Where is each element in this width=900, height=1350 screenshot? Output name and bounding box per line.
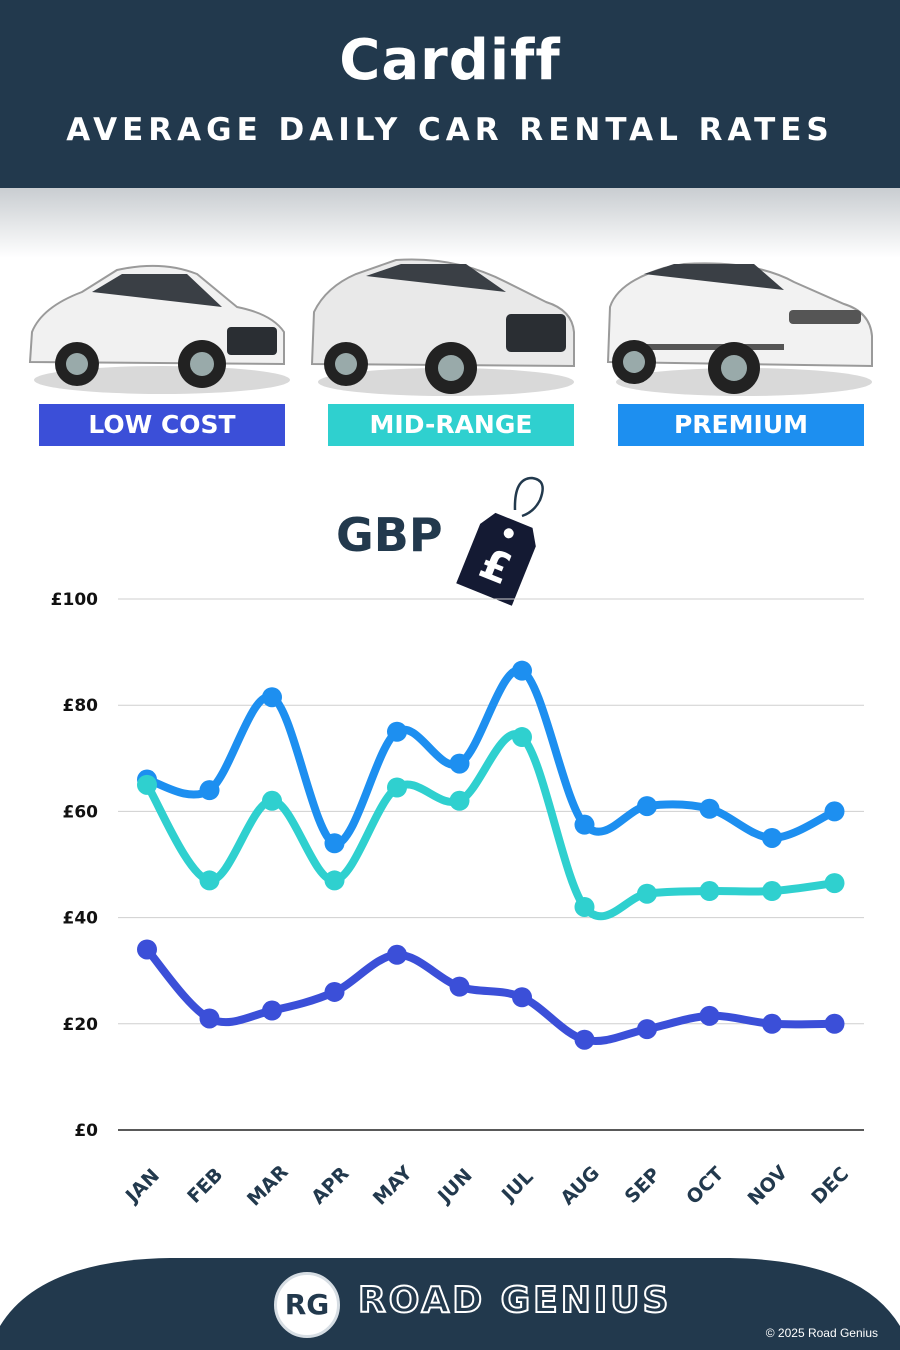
data-point — [137, 774, 157, 795]
data-point — [449, 976, 470, 997]
data-point — [699, 881, 720, 902]
y-axis-ticks: £0 £20 £40 £60 £80 £100 — [51, 590, 98, 1141]
city-title: Cardiff — [339, 28, 561, 93]
category-premium: PREMIUM — [618, 404, 864, 446]
data-point — [574, 1029, 595, 1050]
rental-rate-line-chart: £0 £20 £40 £60 £80 £100 JAN FEB MAR APR MAY JUN JUL… — [51, 590, 864, 1211]
luxury-suv-car-image — [606, 262, 873, 396]
x-axis-ticks: JAN FEB MAR APR MAY JUN JUL AUG SEP OCT NOV DEC — [120, 1161, 853, 1211]
series-line — [143, 730, 839, 921]
x-tick-label: MAY — [369, 1162, 417, 1210]
data-point — [762, 1013, 782, 1034]
data-point — [637, 1019, 657, 1040]
page-subtitle: AVERAGE DAILY CAR RENTAL RATES — [66, 112, 834, 148]
data-point — [387, 721, 407, 742]
data-point — [324, 870, 345, 891]
data-point — [574, 896, 595, 917]
data-point — [824, 801, 845, 822]
y-tick-label: £20 — [63, 1015, 99, 1035]
road-genius-logo: RG — [274, 1272, 340, 1338]
series-line — [143, 945, 839, 1045]
price-tag-icon: £ — [456, 476, 544, 606]
data-point — [512, 727, 532, 748]
y-tick-label: £80 — [63, 696, 99, 716]
x-tick-label: OCT — [682, 1163, 728, 1209]
hatchback-car-image — [28, 264, 290, 394]
x-tick-label: AUG — [557, 1162, 604, 1209]
data-point — [324, 981, 345, 1002]
x-tick-label: FEB — [183, 1164, 227, 1208]
series-premium — [137, 660, 845, 854]
chart-gridlines — [118, 598, 864, 1131]
series-mid-range — [137, 727, 845, 921]
brand-name: ROAD GENIUS — [357, 1279, 672, 1322]
footer-banner — [0, 1258, 900, 1350]
y-tick-label: £100 — [51, 590, 98, 610]
data-point — [199, 1008, 220, 1029]
x-tick-label: JUN — [432, 1164, 476, 1208]
data-point — [449, 753, 470, 774]
data-point — [762, 827, 782, 848]
data-point — [824, 873, 845, 894]
y-tick-label: £0 — [74, 1121, 98, 1141]
data-point — [512, 660, 532, 681]
data-point — [262, 1000, 282, 1021]
data-point — [199, 870, 220, 891]
data-point — [699, 798, 720, 819]
x-tick-label: JAN — [120, 1165, 164, 1209]
category-mid-range: MID-RANGE — [328, 404, 574, 446]
header-shadow — [0, 188, 900, 258]
data-point — [637, 796, 657, 817]
chart-series — [137, 660, 845, 1050]
data-point — [199, 780, 220, 801]
data-point — [512, 987, 532, 1008]
data-point — [449, 790, 470, 811]
currency-label: GBP — [336, 508, 443, 562]
data-point — [262, 790, 282, 811]
x-tick-label: SEP — [621, 1164, 665, 1208]
data-point — [699, 1005, 720, 1026]
x-tick-label: DEC — [807, 1163, 853, 1209]
x-tick-label: JUL — [496, 1166, 537, 1207]
data-point — [262, 687, 282, 708]
data-point — [762, 881, 782, 902]
data-point — [387, 777, 407, 798]
y-tick-label: £60 — [63, 802, 99, 822]
x-tick-label: APR — [307, 1162, 353, 1208]
copyright-text: © 2025 Road Genius — [765, 1326, 878, 1340]
data-point — [137, 939, 157, 960]
data-point — [824, 1013, 845, 1034]
data-point — [637, 883, 657, 904]
x-tick-label: MAR — [243, 1161, 293, 1211]
data-point — [574, 814, 595, 835]
y-tick-label: £40 — [63, 909, 99, 929]
header-banner: Cardiff AVERAGE DAILY CAR RENTAL RATES — [0, 0, 900, 188]
data-point — [387, 944, 407, 965]
category-low-cost: LOW COST — [39, 404, 285, 446]
data-point — [324, 833, 345, 854]
x-tick-label: NOV — [744, 1161, 792, 1209]
series-low-cost — [137, 939, 845, 1050]
suv-car-image — [310, 258, 575, 396]
